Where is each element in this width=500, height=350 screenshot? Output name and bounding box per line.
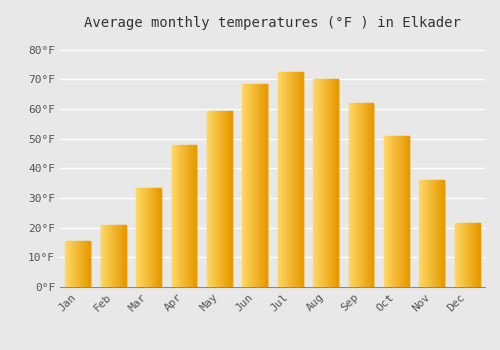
- Bar: [231, 111, 232, 287]
- Title: Average monthly temperatures (°F ) in Elkader: Average monthly temperatures (°F ) in El…: [84, 16, 461, 30]
- Bar: [125, 225, 126, 287]
- Bar: [266, 84, 267, 287]
- Bar: [479, 223, 480, 287]
- Bar: [408, 136, 409, 287]
- Bar: [373, 103, 374, 287]
- Bar: [160, 188, 161, 287]
